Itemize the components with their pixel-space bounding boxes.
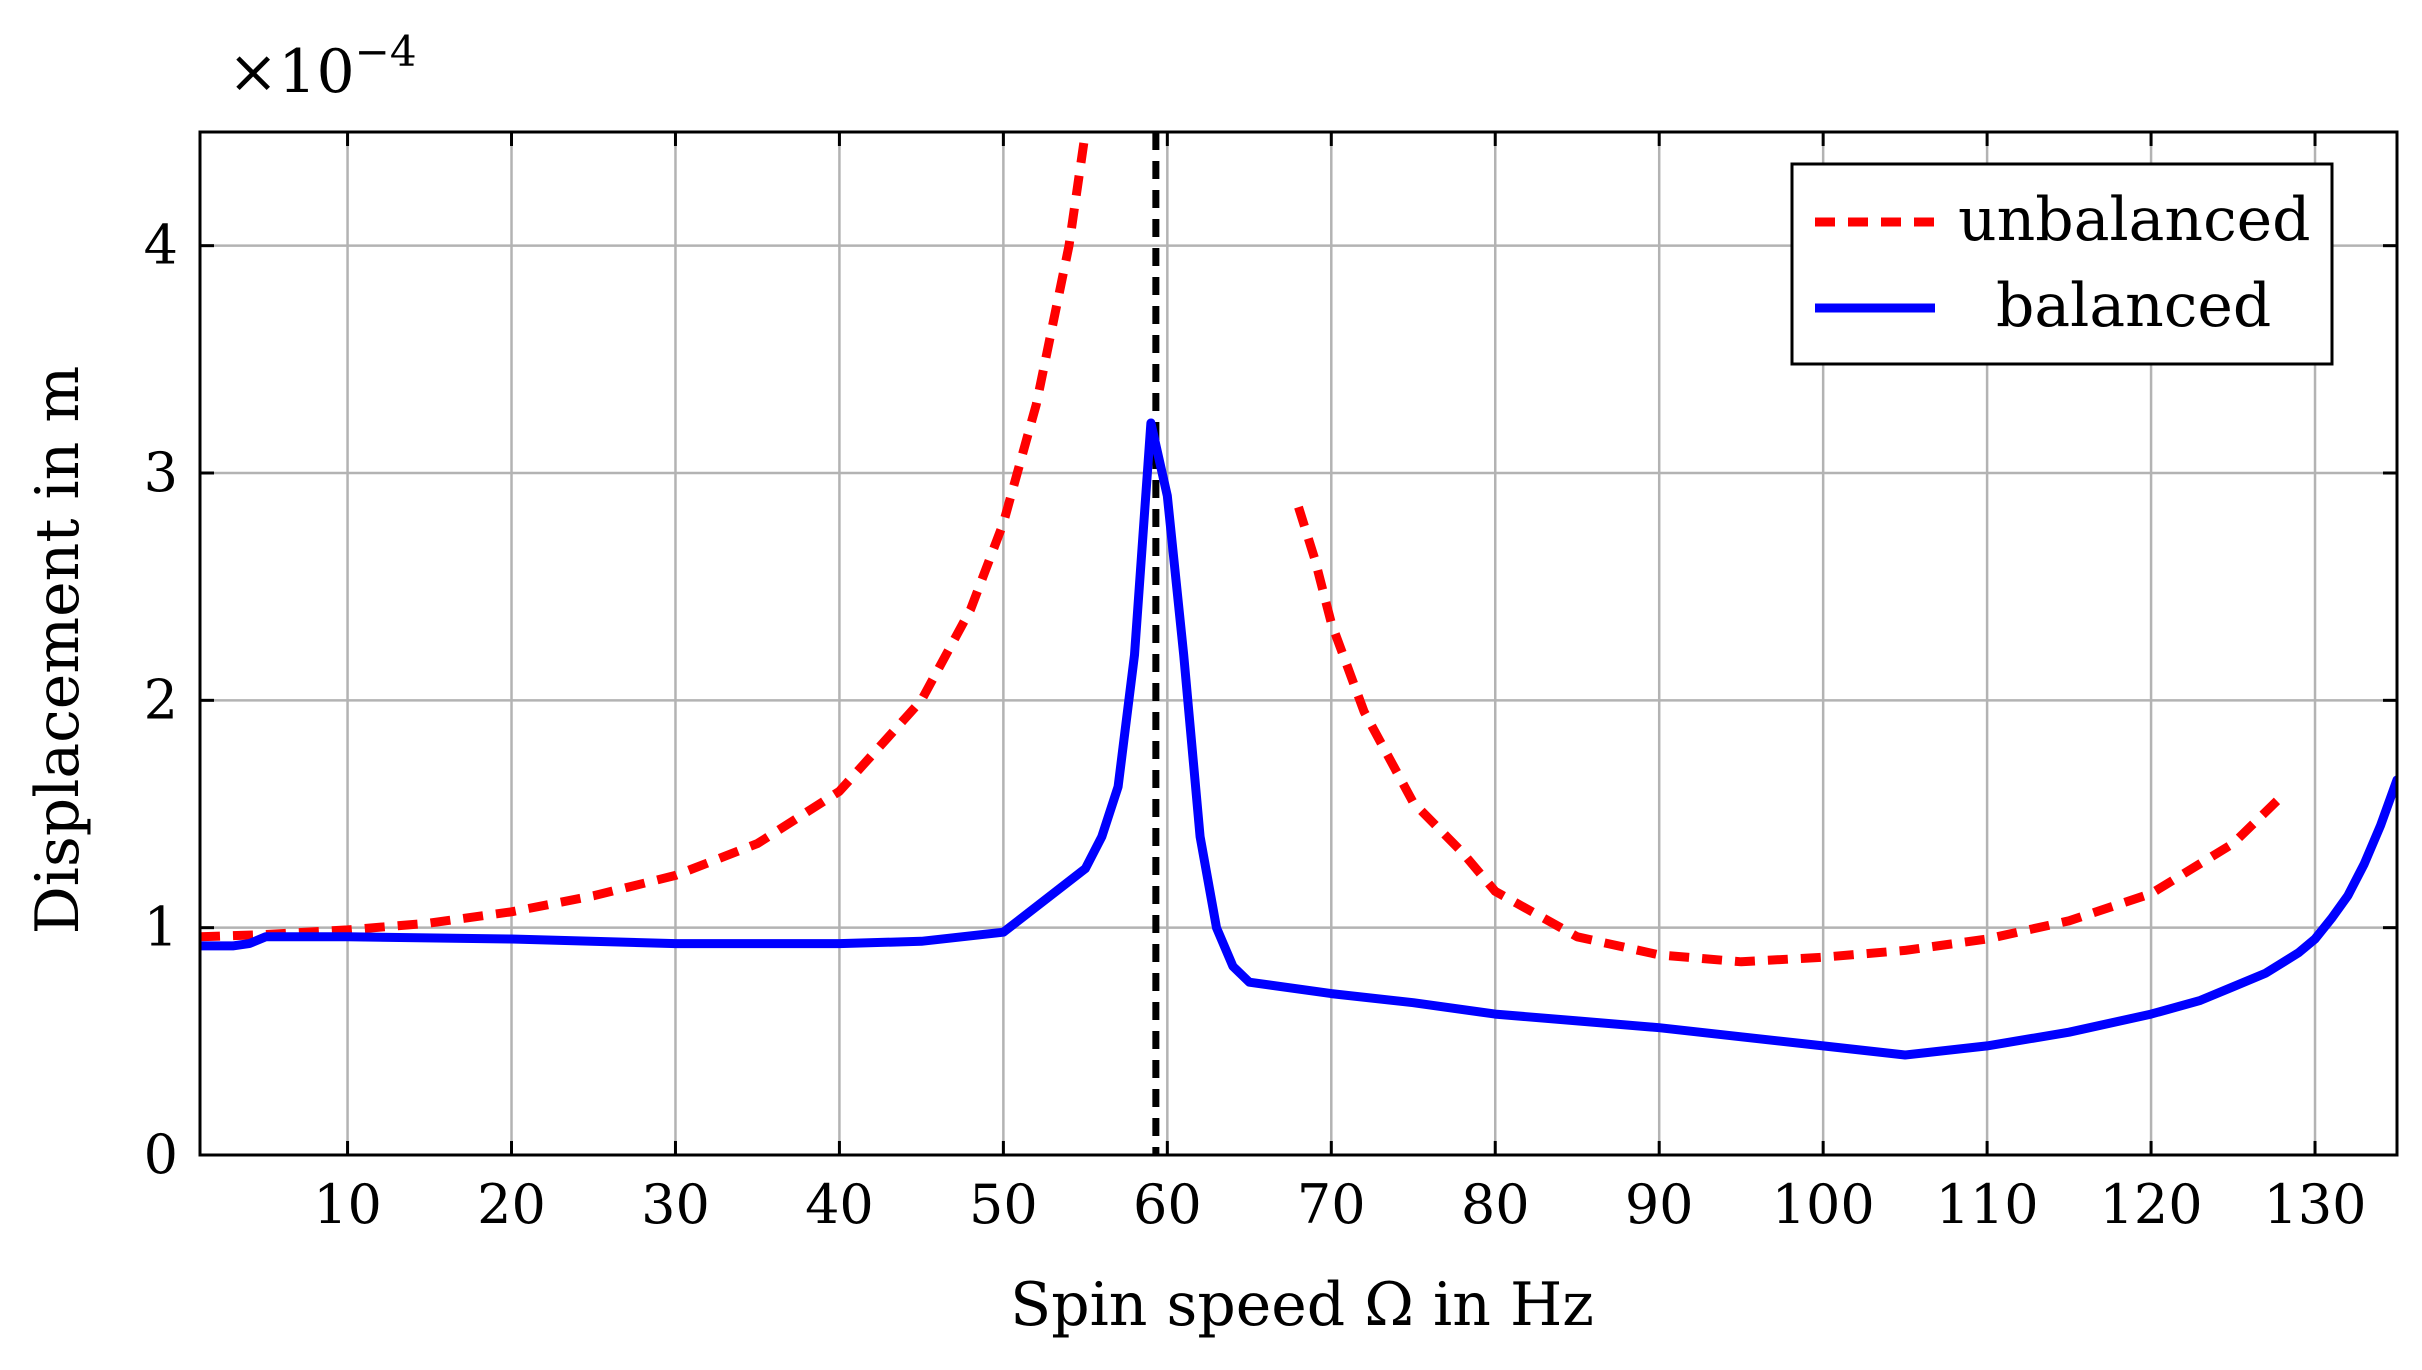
y-scale-multiplier: ×10−4 <box>228 27 417 107</box>
x-tick-label: 110 <box>1936 1173 2039 1236</box>
x-axis-title: Spin speed Ω in Hz <box>1010 1270 1594 1340</box>
series-line-unbalanced <box>200 132 1090 942</box>
x-tick-label: 10 <box>313 1173 382 1236</box>
x-tick-label: 70 <box>1297 1173 1366 1236</box>
y-axis-title: Displacement in m <box>23 366 93 935</box>
y-tick-label: 0 <box>144 1123 178 1186</box>
plot-frame <box>198 130 2399 1157</box>
legend: unbalanced balanced <box>1790 162 2334 366</box>
legend-box <box>1790 162 2334 366</box>
x-tick-label: 20 <box>477 1173 546 1236</box>
x-tick-label: 80 <box>1461 1173 1530 1236</box>
y-tick-label: 4 <box>144 214 178 277</box>
series-layer <box>200 132 2397 1060</box>
tick-layer <box>200 132 2397 1157</box>
series-line-unbalanced <box>1294 505 2286 967</box>
x-tick-label: 120 <box>2100 1173 2203 1236</box>
y-tick-label: 3 <box>144 441 178 504</box>
x-tick-label: 50 <box>969 1173 1038 1236</box>
x-tick-label: 90 <box>1625 1173 1694 1236</box>
legend-label-balanced: balanced <box>1996 271 2271 341</box>
x-tick-label: 30 <box>641 1173 710 1236</box>
x-tick-label: 100 <box>1772 1173 1875 1236</box>
series-line-balanced <box>200 418 2397 1060</box>
y-scale-exponent: −4 <box>355 27 417 76</box>
y-scale-base: ×10 <box>228 37 355 107</box>
y-tick-label: 2 <box>144 668 178 731</box>
x-tick-label: 130 <box>2263 1173 2366 1236</box>
x-tick-label: 40 <box>805 1173 874 1236</box>
x-tick-label: 60 <box>1133 1173 1202 1236</box>
y-tick-label: 1 <box>144 896 178 959</box>
tick-label-layer: 10 20 30 40 50 60 70 80 90 100 110 120 130 0 1 2 3 4 <box>144 214 2367 1236</box>
legend-label-unbalanced: unbalanced <box>1958 185 2311 255</box>
